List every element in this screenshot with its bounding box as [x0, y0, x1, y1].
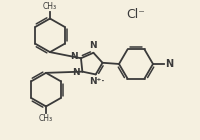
Text: N: N: [90, 41, 97, 50]
Text: N: N: [71, 52, 78, 61]
Text: Cl⁻: Cl⁻: [127, 8, 145, 21]
Text: N: N: [72, 68, 80, 77]
Text: CH₃: CH₃: [43, 2, 57, 11]
Text: N⁺·: N⁺·: [89, 77, 105, 86]
Text: CH₃: CH₃: [39, 114, 53, 123]
Text: N: N: [165, 59, 173, 69]
